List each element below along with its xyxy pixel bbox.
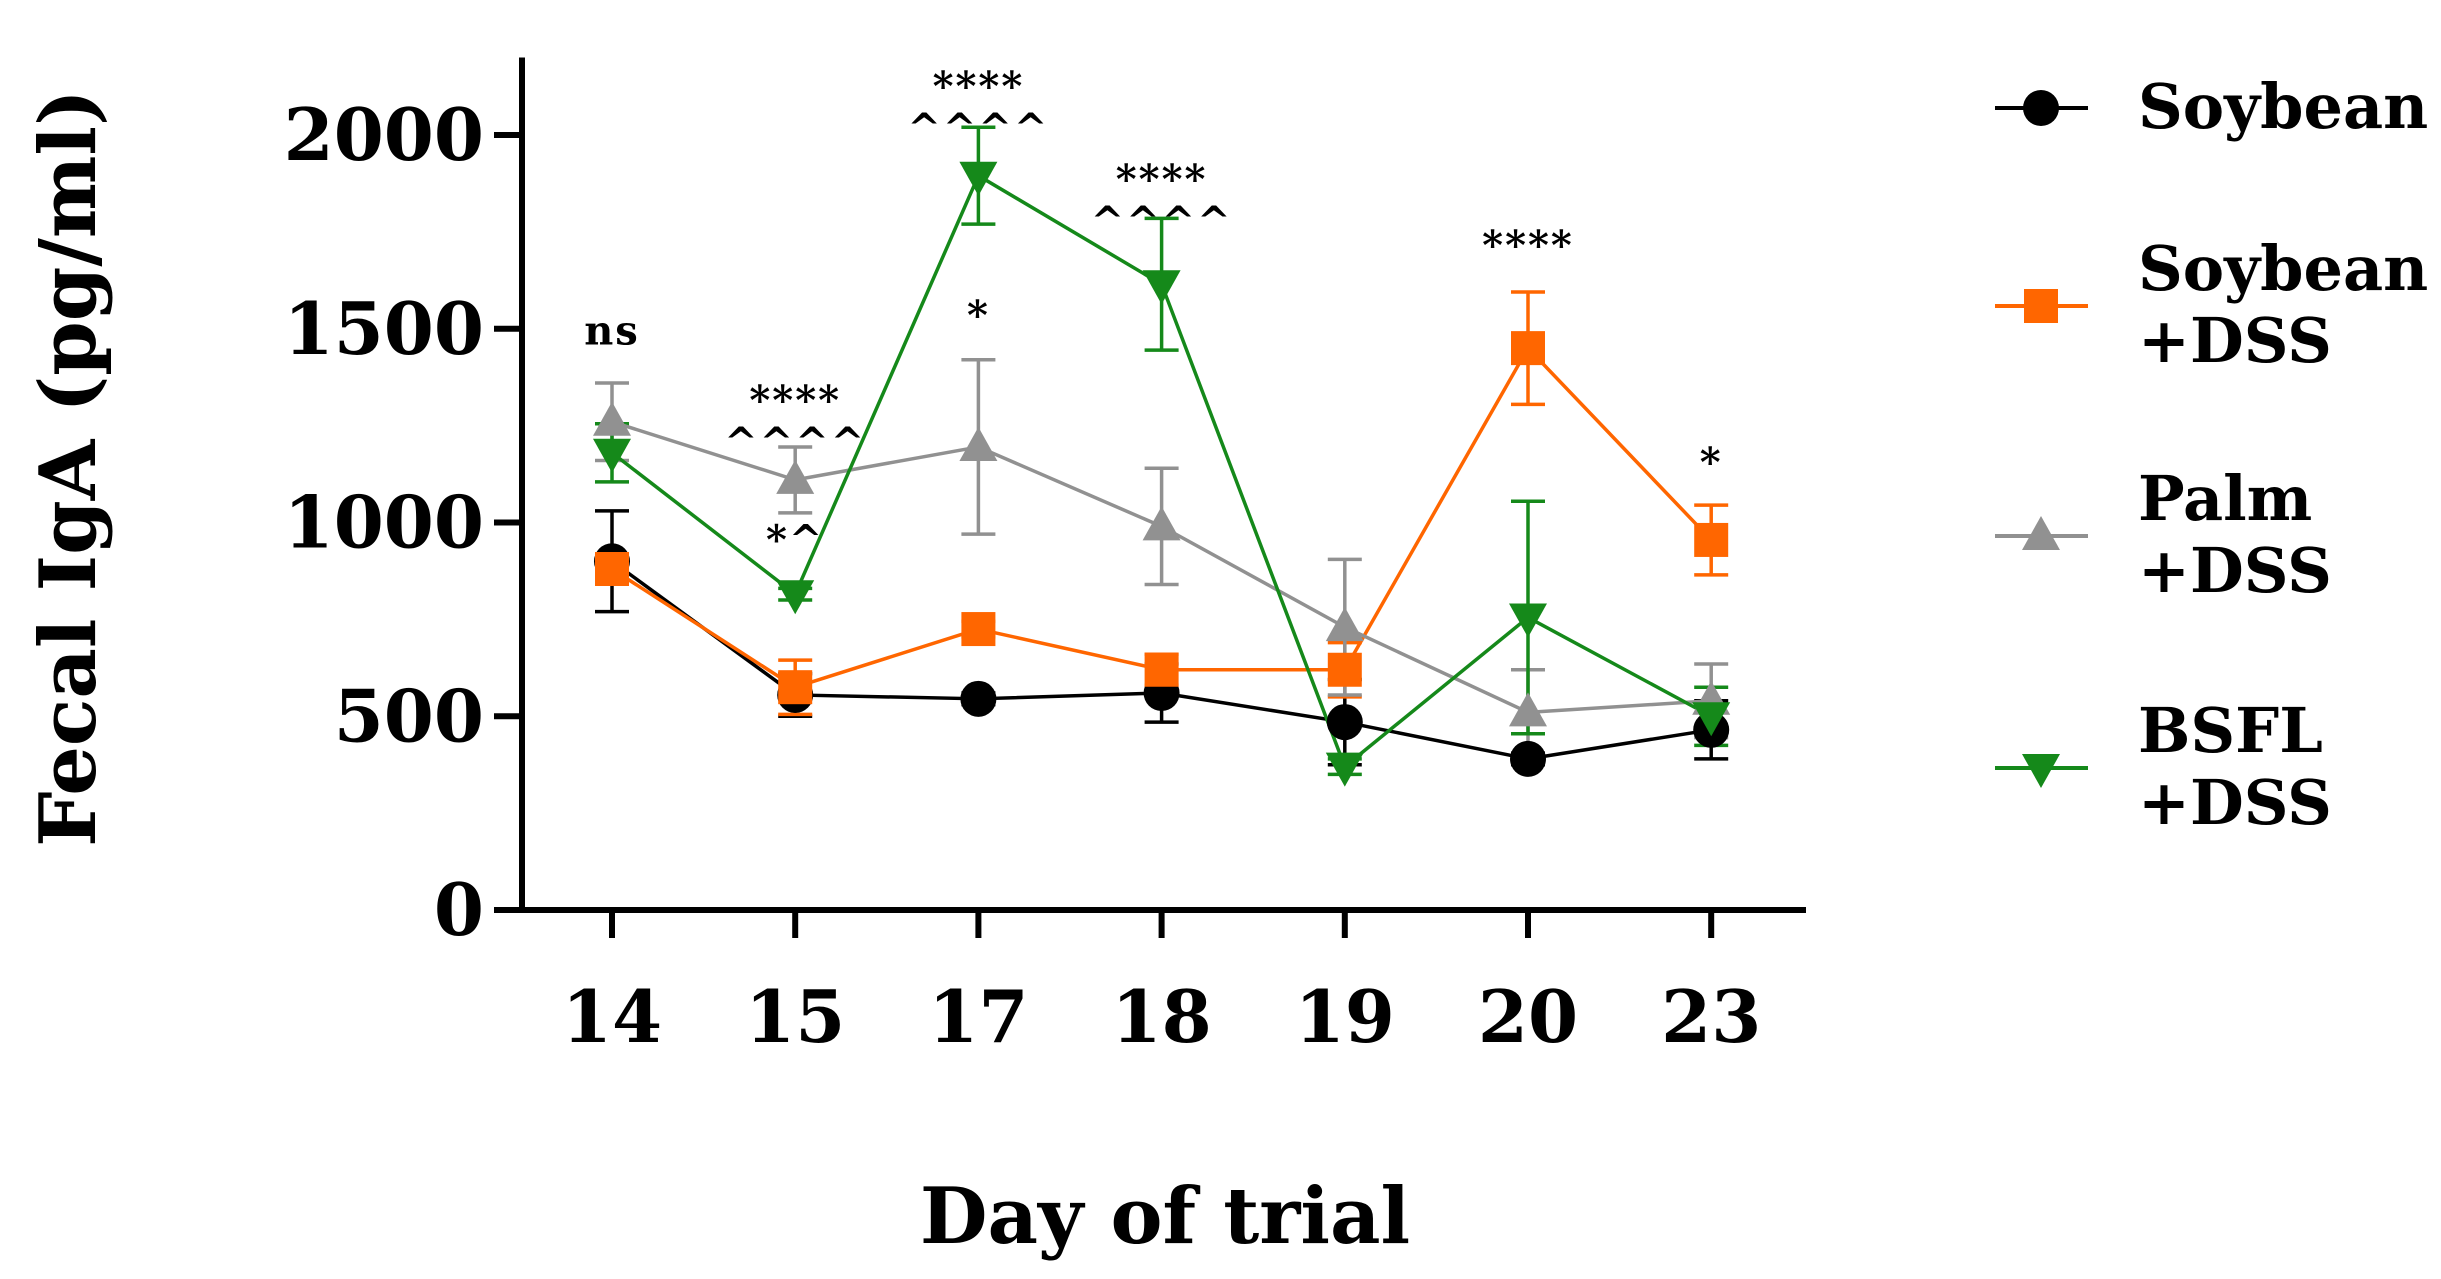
soybean-dss-data-point (1694, 522, 1729, 557)
bsfl-dss-data-point (1509, 603, 1547, 638)
legend-entry-bsfl-dss: BSFL+DSS (1995, 694, 2332, 839)
legend-swatch-marker (2022, 754, 2060, 788)
x-tick-label: 20 (1478, 974, 1578, 1059)
soybean-data-point (1510, 740, 1546, 777)
significance-label: ^^^^ (907, 105, 1049, 152)
significance-label: ^^^^ (724, 419, 866, 466)
soybean-data-point (1326, 704, 1363, 741)
bsfl-dss-data-point (1692, 702, 1731, 737)
soybean-data-point (960, 680, 997, 717)
legend-label: BSFL (2138, 694, 2323, 767)
y-tick-label: 0 (434, 867, 484, 952)
soybean-dss-data-point (595, 552, 629, 586)
significance-label: ns (584, 307, 640, 354)
y-axis-title: Fecal IgA (pg/ml) (23, 89, 114, 847)
palm-dss-data-point (776, 459, 815, 494)
significance-label: **** (1482, 222, 1574, 269)
significance-label: *^ (766, 517, 824, 564)
bsfl-dss-data-point (1142, 270, 1181, 305)
x-axis-title: Day of trial (920, 1171, 1410, 1262)
significance-annotations: ns****^^^^*^****^^^^*****^^^^***** (584, 63, 1723, 564)
y-tick-label: 1500 (284, 286, 484, 371)
bsfl-dss-data-point (1325, 752, 1364, 787)
significance-label: **** (749, 377, 841, 424)
legend-entry-soybean: Soybean (1995, 70, 2428, 143)
bsfl-dss-data-point (776, 580, 815, 615)
bsfl-dss-data-point (959, 161, 998, 196)
legend-label: +DSS (2138, 304, 2332, 377)
legend-label: +DSS (2138, 766, 2332, 839)
soybean-dss-data-point (1327, 652, 1362, 687)
x-tick-label: 15 (745, 974, 845, 1059)
palm-dss-data-point (593, 401, 631, 436)
significance-label: * (967, 292, 990, 339)
legend-label: Soybean (2138, 70, 2428, 143)
legend-label: +DSS (2138, 534, 2332, 607)
significance-label: * (1700, 439, 1723, 486)
x-tick-label: 18 (1111, 974, 1211, 1059)
significance-label: **** (1116, 156, 1208, 203)
x-tick-label: 14 (562, 974, 662, 1059)
palm-dss-data-point (1509, 692, 1547, 727)
legend-swatch-marker (2022, 516, 2060, 550)
significance-label: ^^^^ (1091, 198, 1233, 245)
x-tick-label: 17 (928, 974, 1028, 1059)
soybean-dss-data-point (1511, 331, 1545, 366)
soybean-dss-data-point (778, 670, 813, 705)
bsfl-dss-data-point (593, 438, 631, 473)
significance-label: **** (933, 63, 1025, 110)
palm-dss-data-point (1142, 506, 1181, 541)
series-markers (593, 161, 1731, 787)
legend-swatch-marker (2024, 289, 2058, 323)
legend-entry-soybean-dss: Soybean+DSS (1995, 232, 2428, 377)
y-tick-label: 500 (334, 673, 484, 758)
y-tick-label: 1000 (284, 480, 484, 565)
palm-dss-data-point (1325, 607, 1364, 642)
chart-axes: 0 500 1000 1500 2000 14 15 17 18 19 20 23 (284, 57, 1806, 1059)
x-tick-label: 23 (1661, 974, 1761, 1059)
soybean-dss-data-point (961, 612, 996, 647)
legend-label: Soybean (2138, 232, 2428, 305)
x-tick-label: 19 (1295, 974, 1395, 1059)
y-tick-label: 2000 (284, 92, 484, 177)
soybean-dss-data-point (1144, 652, 1179, 687)
legend-swatch-marker (2023, 90, 2059, 126)
palm-dss-data-point (959, 426, 998, 461)
legend-entry-palm-dss: Palm+DSS (1995, 462, 2332, 607)
legend-label: Palm (2138, 462, 2312, 535)
